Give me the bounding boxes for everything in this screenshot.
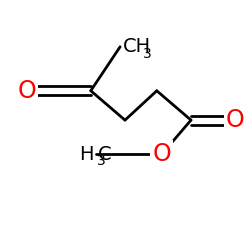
Text: H: H <box>79 145 93 164</box>
Text: O: O <box>226 108 244 132</box>
Text: 3: 3 <box>143 46 152 60</box>
Text: CH: CH <box>122 37 151 56</box>
Text: C: C <box>98 145 112 164</box>
Text: O: O <box>18 79 36 103</box>
Text: 3: 3 <box>97 154 106 168</box>
Text: O: O <box>152 142 171 166</box>
